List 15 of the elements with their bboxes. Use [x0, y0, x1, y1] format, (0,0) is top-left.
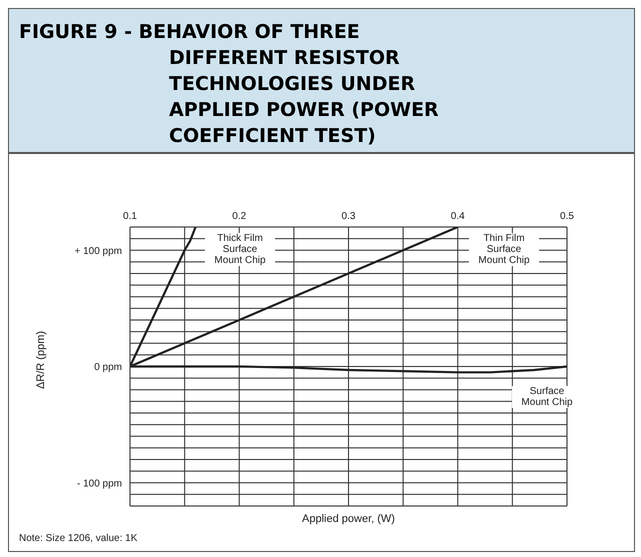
y-axis-title: ΔR/R (ppm): [35, 330, 48, 390]
x-tick-label: 0.2: [232, 211, 247, 222]
text: Note: Size 1206, value: 1K: [19, 533, 138, 544]
y-tick-label: 0 ppm: [94, 362, 122, 374]
series-label: Thick Film Surface Mount Chip: [205, 233, 275, 266]
x-tick-label: 0.1: [123, 211, 138, 222]
x-tick-label: 0.4: [450, 211, 466, 222]
chart-title: FIGURE 9 - BEHAVIOR OF THREE DIFFERENT RESISTOR TECHNOLOGIES UNDER APPLIED POWER (POWER COEFFICIENT TEST): [19, 20, 440, 149]
x-tick-label: 0.5: [560, 211, 574, 222]
x-axis-title: Applied power, (W): [301, 513, 396, 525]
x-tick-label: 0.3: [342, 211, 356, 222]
y-tick-label: - 100 ppm: [76, 478, 122, 490]
series-label: Surface Mount Chip: [512, 386, 582, 408]
text: Thin Film Surface Mount Chip: [469, 233, 539, 266]
y-tick-label: + 100 ppm: [74, 246, 122, 257]
